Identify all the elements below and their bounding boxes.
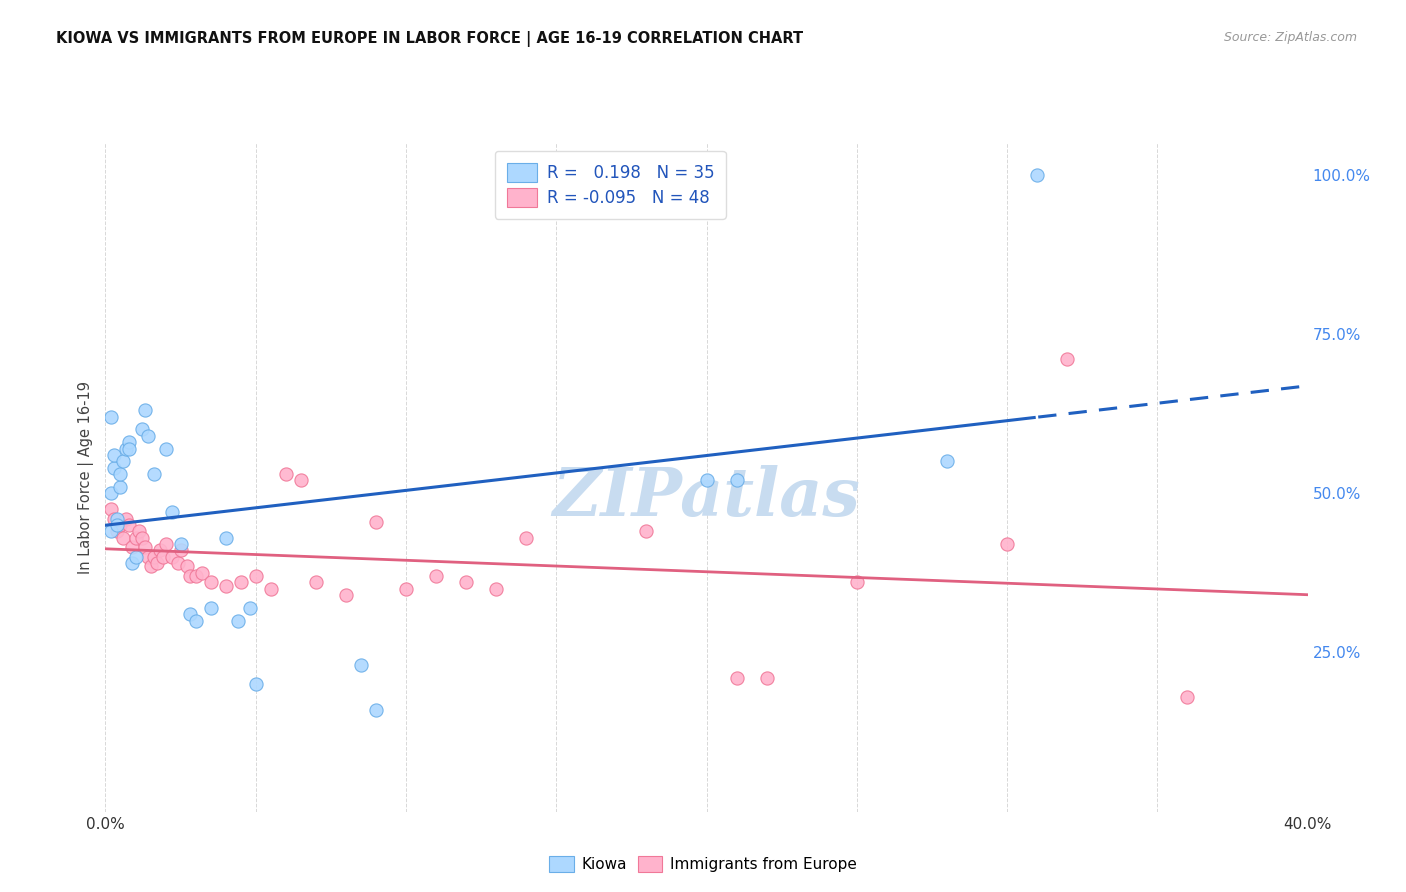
Point [131,531,153,545]
Point [139,559,162,574]
Point [364,703,387,717]
Point [995,537,1018,551]
Point [239,600,262,615]
Point [115,442,138,456]
Point [395,582,418,596]
Point [179,569,201,583]
Point [148,543,170,558]
Point [245,569,267,583]
Point [160,505,183,519]
Point [200,600,222,615]
Point [226,614,249,628]
Point [121,541,143,555]
Point [755,671,778,685]
Point [100,524,122,539]
Point [166,556,188,570]
Point [107,518,129,533]
Point [142,549,165,564]
Legend: R =   0.198   N = 35, R = -0.095   N = 48: R = 0.198 N = 35, R = -0.095 N = 48 [495,151,725,219]
Point [200,575,222,590]
Point [103,460,125,475]
Text: Source: ZipAtlas.com: Source: ZipAtlas.com [1223,31,1357,45]
Point [260,582,283,596]
Point [155,442,177,456]
Point [136,549,159,564]
Point [160,549,183,564]
Point [100,502,122,516]
Point [115,511,138,525]
Point [103,448,125,462]
Point [169,543,191,558]
Point [112,454,135,468]
Point [155,537,177,551]
Point [145,556,167,570]
Point [121,556,143,570]
Point [179,607,201,622]
Point [107,511,129,525]
Point [725,671,748,685]
Point [350,658,373,673]
Point [134,403,156,417]
Point [110,518,132,533]
Point [425,569,447,583]
Point [128,524,150,539]
Point [1175,690,1198,704]
Point [485,582,508,596]
Point [100,486,122,500]
Point [245,677,267,691]
Point [136,429,159,443]
Point [169,537,191,551]
Point [184,569,207,583]
Point [936,454,959,468]
Point [845,575,868,590]
Point [364,515,387,529]
Point [124,549,146,564]
Point [454,575,477,590]
Point [110,467,132,481]
Point [131,422,153,436]
Point [229,575,252,590]
Point [190,566,212,580]
Point [725,474,748,488]
Point [305,575,328,590]
Point [118,442,141,456]
Point [214,531,236,545]
Point [107,524,129,539]
Point [124,531,146,545]
Point [100,409,122,424]
Text: ZIPatlas: ZIPatlas [553,465,860,530]
Point [110,480,132,494]
Point [274,467,297,481]
Point [515,531,537,545]
Point [1056,352,1078,367]
Legend: Kiowa, Immigrants from Europe: Kiowa, Immigrants from Europe [541,848,865,880]
Point [335,588,357,602]
Text: KIOWA VS IMMIGRANTS FROM EUROPE IN LABOR FORCE | AGE 16-19 CORRELATION CHART: KIOWA VS IMMIGRANTS FROM EUROPE IN LABOR… [56,31,803,47]
Point [636,524,658,539]
Point [1026,168,1049,182]
Point [152,549,174,564]
Point [134,541,156,555]
Point [103,511,125,525]
Point [112,531,135,545]
Point [214,578,236,592]
Point [118,435,141,450]
Point [118,518,141,533]
Point [290,474,312,488]
Point [176,559,198,574]
Point [184,614,207,628]
Y-axis label: In Labor Force | Age 16-19: In Labor Force | Age 16-19 [79,381,94,574]
Point [142,467,165,481]
Point [696,474,718,488]
